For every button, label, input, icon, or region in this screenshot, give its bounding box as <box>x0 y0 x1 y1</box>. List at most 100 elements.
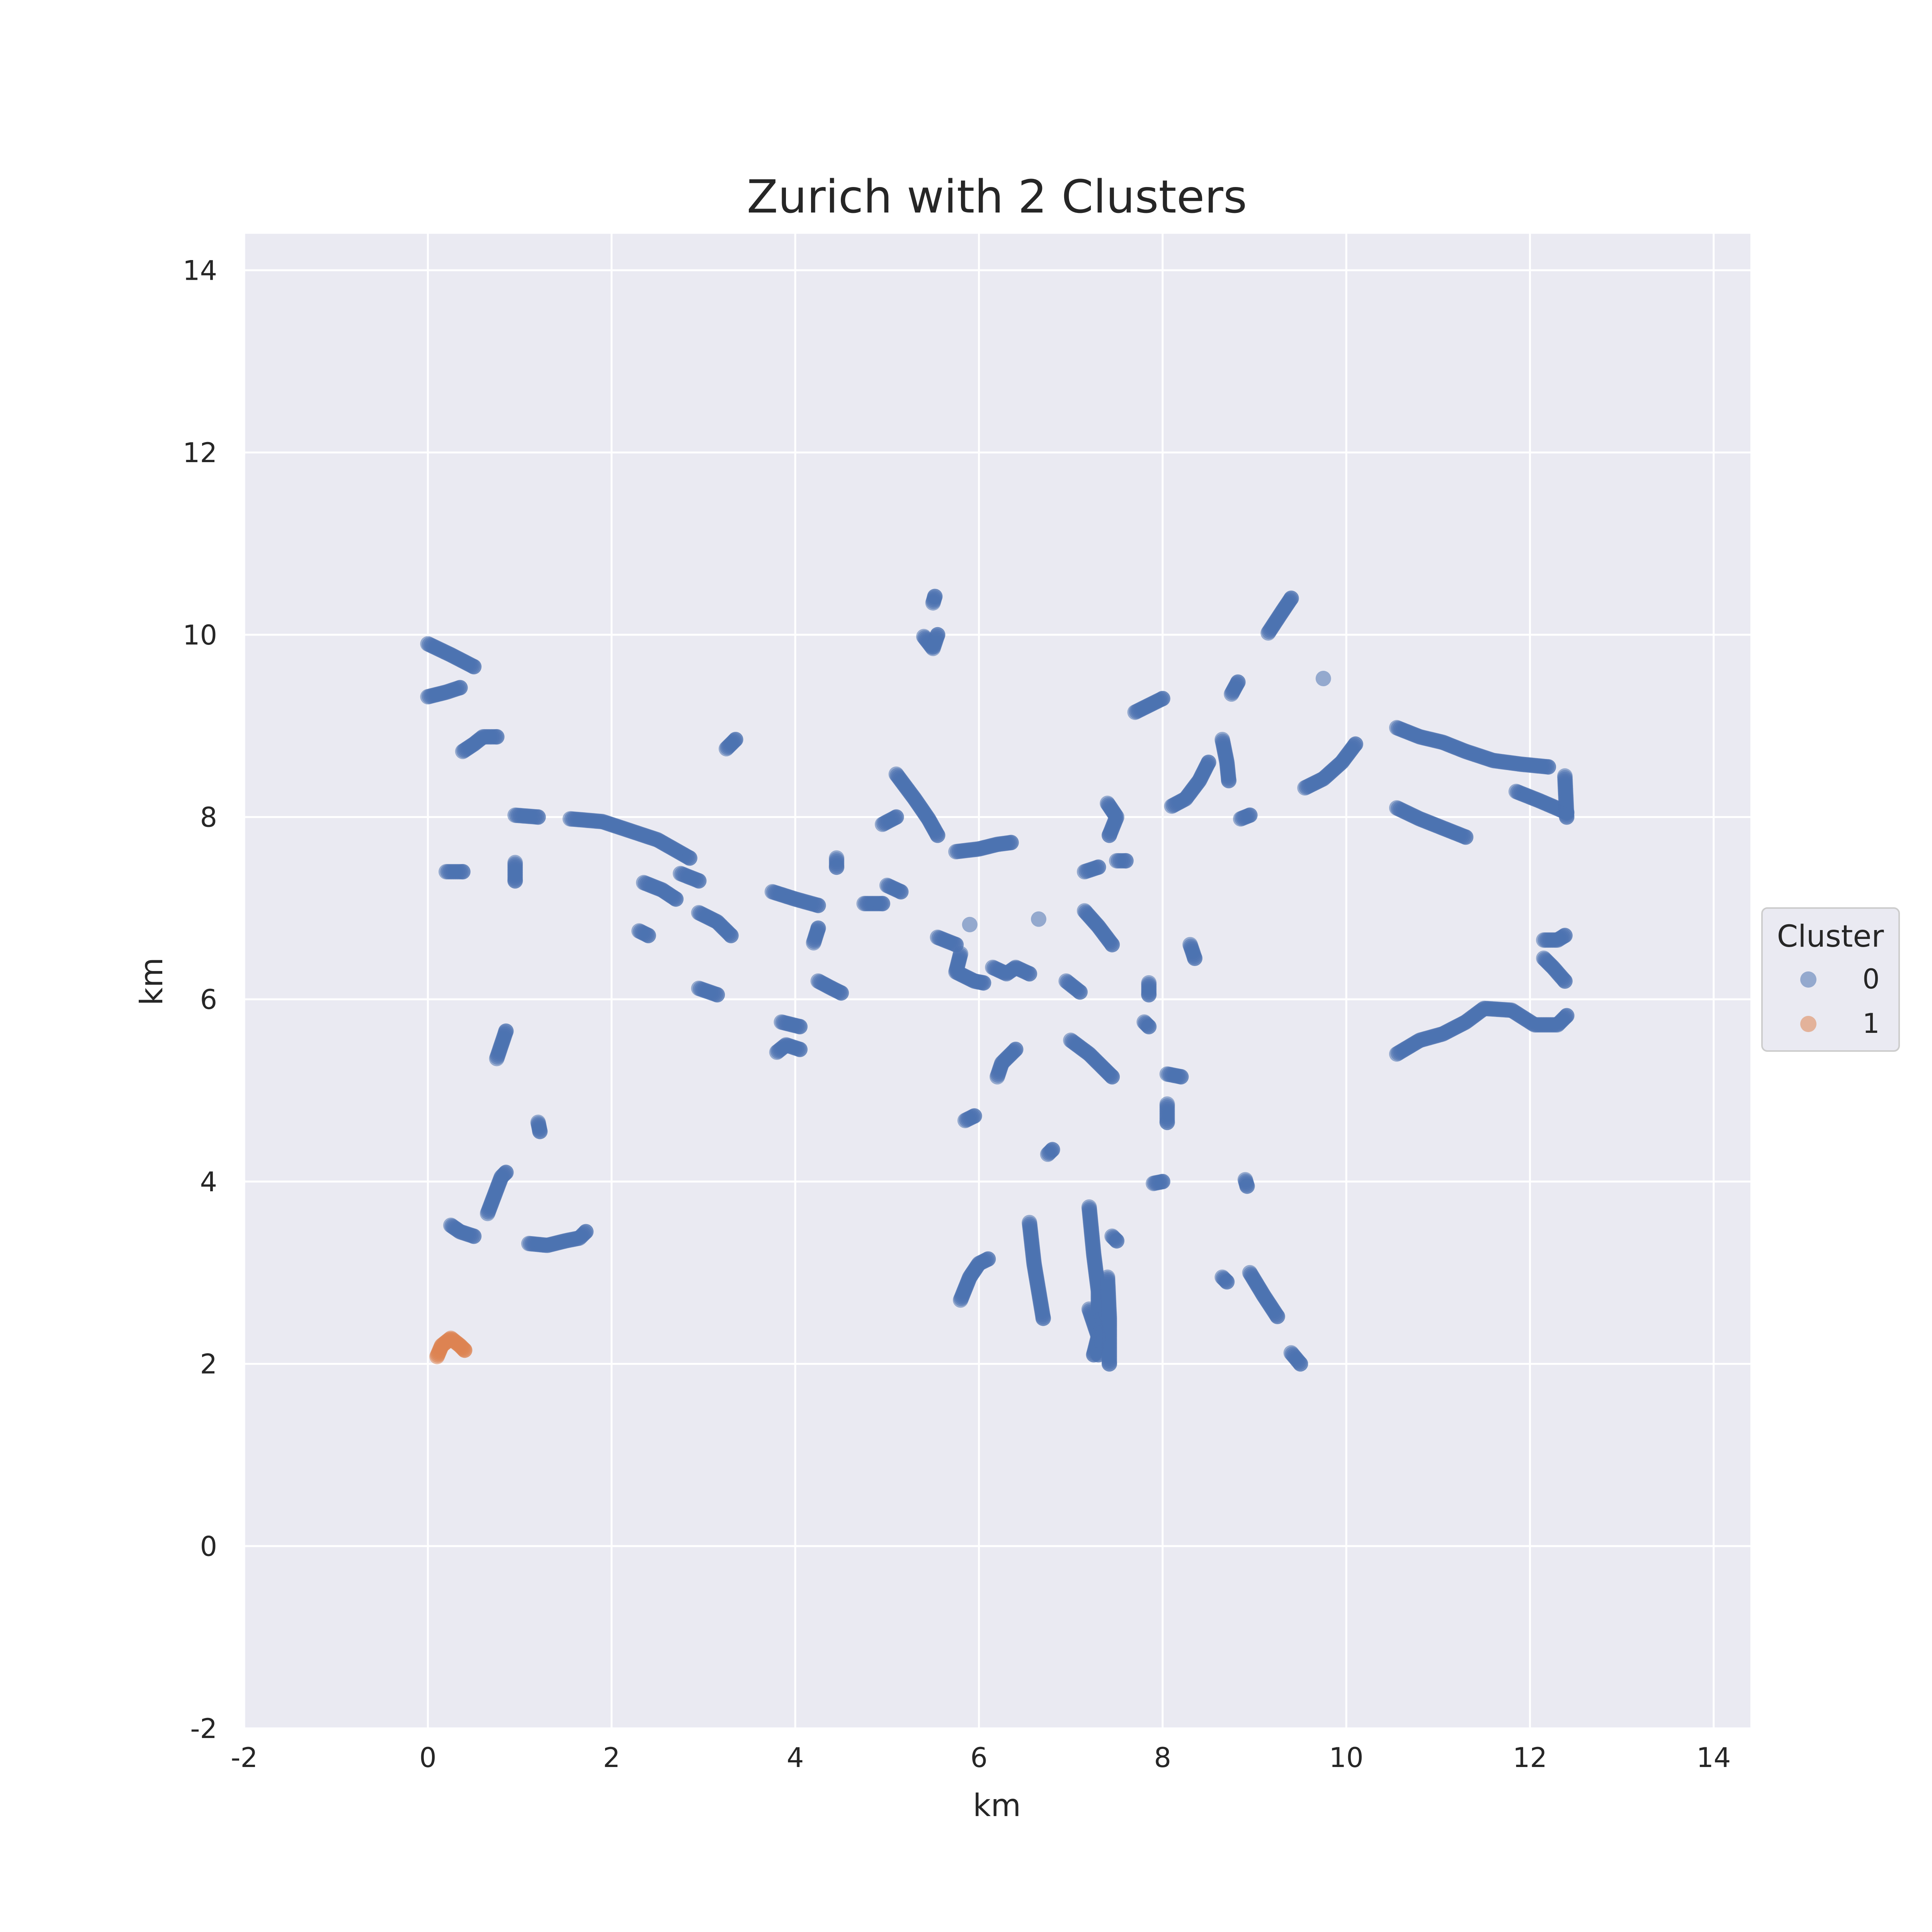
data-point <box>1102 827 1117 843</box>
data-point <box>1003 835 1019 850</box>
legend-marker-cluster-0 <box>1800 971 1816 988</box>
data-point <box>874 896 890 912</box>
data-points <box>420 588 1575 1372</box>
data-point <box>893 884 909 900</box>
data-point <box>1141 987 1157 1003</box>
data-point <box>1086 1347 1102 1362</box>
data-point <box>578 1224 594 1240</box>
data-point <box>723 928 739 944</box>
data-point <box>1090 859 1106 875</box>
data-point <box>1031 911 1046 927</box>
data-point <box>709 987 725 1003</box>
data-point <box>1104 937 1120 952</box>
data-point <box>1557 973 1573 989</box>
data-point <box>1221 773 1236 789</box>
data-point <box>1559 809 1575 825</box>
y-tick-label: 14 <box>183 255 217 286</box>
data-point <box>728 732 743 747</box>
legend-box <box>1761 907 1900 1052</box>
data-point <box>966 1108 982 1124</box>
data-point <box>1035 1310 1051 1326</box>
data-point <box>1201 755 1216 770</box>
x-tick-label: 4 <box>787 1742 804 1774</box>
data-point <box>1155 1173 1170 1189</box>
series-cluster-1 <box>429 1330 473 1364</box>
data-point <box>792 1019 808 1034</box>
data-point <box>1219 1274 1235 1290</box>
data-point <box>833 985 849 1001</box>
legend-label-cluster-0: 0 <box>1862 963 1880 995</box>
data-point <box>455 864 471 879</box>
data-point <box>1187 951 1202 966</box>
data-point <box>930 627 946 643</box>
legend-marker-cluster-1 <box>1800 1016 1816 1032</box>
data-point <box>507 873 523 889</box>
data-point <box>466 659 482 675</box>
x-tick-label: 6 <box>970 1742 988 1774</box>
data-point <box>1559 1008 1575 1024</box>
data-point <box>1230 674 1246 690</box>
data-point <box>532 1124 548 1139</box>
data-point <box>980 1251 996 1267</box>
y-tick-label: 0 <box>200 1531 217 1562</box>
x-tick-label: -2 <box>231 1742 258 1774</box>
data-point <box>691 873 707 889</box>
x-tick-label: 10 <box>1329 1742 1364 1774</box>
data-point <box>1102 1356 1117 1372</box>
plot-area <box>244 234 1750 1728</box>
y-tick-label: -2 <box>190 1713 217 1745</box>
x-tick-label: 8 <box>1154 1742 1172 1774</box>
data-point <box>1118 853 1134 869</box>
data-point <box>1293 1356 1308 1372</box>
legend: Cluster 0 1 <box>1761 907 1900 1052</box>
y-tick-label: 6 <box>200 984 217 1015</box>
data-point <box>888 809 904 825</box>
data-point <box>640 928 656 944</box>
data-point <box>682 850 697 866</box>
tick-labels: -2 0 2 4 6 8 10 12 14 -2 0 2 4 6 8 10 12 14 <box>183 255 1731 1774</box>
data-point <box>976 975 992 991</box>
data-point <box>1348 736 1363 752</box>
x-tick-label: 14 <box>1696 1742 1731 1774</box>
data-point <box>810 898 826 913</box>
data-point <box>1458 829 1474 845</box>
y-tick-label: 4 <box>200 1166 217 1198</box>
data-point <box>1269 1308 1285 1324</box>
x-tick-label: 0 <box>419 1742 437 1774</box>
data-point <box>1173 1069 1189 1085</box>
y-tick-label: 10 <box>183 619 217 651</box>
data-point <box>457 1342 473 1358</box>
data-point <box>1541 759 1556 775</box>
data-point <box>1315 671 1331 686</box>
y-tick-label: 8 <box>200 801 217 833</box>
y-axis-label: km <box>134 957 170 1005</box>
data-point <box>668 891 684 907</box>
y-tick-label: 12 <box>183 437 217 469</box>
x-axis-label: km <box>973 1787 1021 1823</box>
x-tick-label: 2 <box>603 1742 620 1774</box>
data-point <box>1141 1019 1157 1034</box>
data-point <box>1104 1069 1120 1085</box>
data-point <box>1155 690 1170 706</box>
data-point <box>1239 1178 1255 1194</box>
data-point <box>962 917 978 932</box>
data-point <box>1242 807 1258 823</box>
data-point <box>1022 966 1037 982</box>
data-point <box>927 588 943 604</box>
data-point <box>498 1023 514 1039</box>
data-point <box>1159 1114 1175 1130</box>
data-point <box>498 1165 514 1180</box>
legend-label-cluster-1: 1 <box>1862 1008 1880 1039</box>
data-point <box>930 827 946 843</box>
data-point <box>452 680 468 696</box>
y-tick-label: 2 <box>200 1349 217 1380</box>
data-point <box>1557 928 1573 944</box>
grid-lines <box>243 234 1750 1730</box>
data-point <box>792 1041 808 1057</box>
data-point <box>1008 1041 1024 1057</box>
x-tick-label: 12 <box>1513 1742 1547 1774</box>
data-point <box>1283 590 1299 606</box>
data-point <box>829 859 845 875</box>
data-point <box>1109 1233 1124 1249</box>
data-point <box>1044 1142 1060 1158</box>
